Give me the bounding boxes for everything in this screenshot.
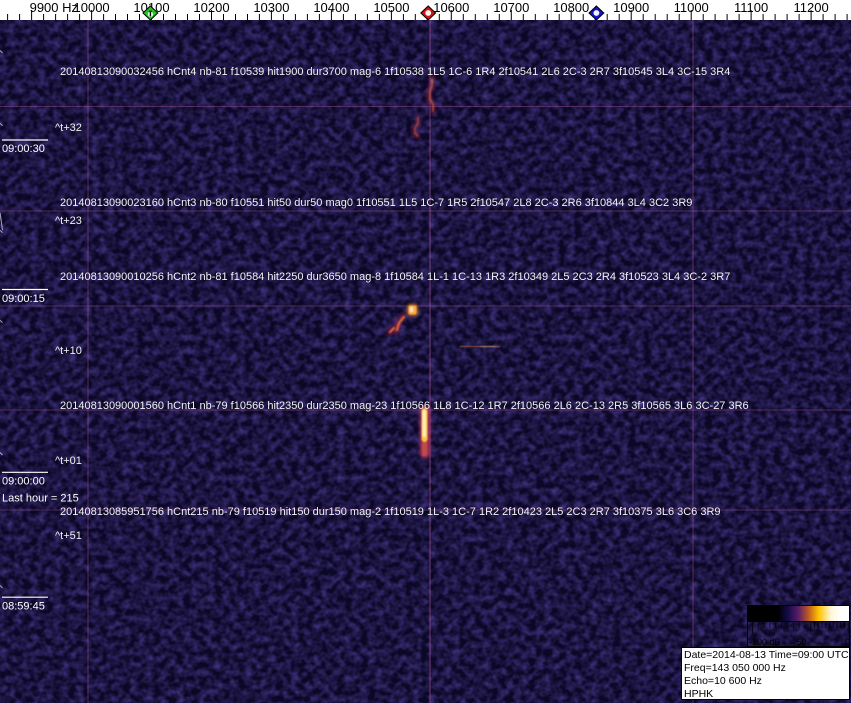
svg-text:Last hour = 215: Last hour = 215	[2, 493, 79, 505]
svg-text:^t+51: ^t+51	[55, 530, 82, 542]
svg-text:10900: 10900	[613, 0, 649, 15]
svg-text:10300: 10300	[253, 0, 289, 15]
svg-text:10400: 10400	[313, 0, 349, 15]
svg-text:08:59:45: 08:59:45	[2, 601, 45, 613]
svg-text:20140813090001560 hCnt1 nb-79: 20140813090001560 hCnt1 nb-79 f10566 hit…	[60, 400, 749, 412]
svg-text:20140813090010256 hCnt2 nb-81: 20140813090010256 hCnt2 nb-81 f10584 hit…	[60, 271, 730, 283]
svg-text:10000: 10000	[74, 0, 110, 15]
svg-text:11200: 11200	[794, 0, 829, 15]
svg-text:-100 dB: -100 dB	[749, 637, 781, 647]
svg-text:20140813085951756 hCnt215 nb-7: 20140813085951756 hCnt215 nb-79 f10519 h…	[60, 506, 721, 518]
svg-text:0: 0	[844, 637, 848, 647]
svg-text:-50: -50	[793, 637, 806, 647]
svg-text:10800: 10800	[553, 0, 589, 15]
svg-text:^t+23: ^t+23	[55, 215, 82, 227]
svg-text:^t+01: ^t+01	[55, 455, 82, 467]
svg-text:^t+10: ^t+10	[55, 345, 82, 357]
svg-text:10500: 10500	[373, 0, 409, 15]
svg-text:10600: 10600	[433, 0, 469, 15]
svg-text:9900 Hz: 9900 Hz	[30, 0, 78, 15]
svg-text:^t+32: ^t+32	[55, 122, 82, 134]
svg-text:20140813090032456 hCnt4 nb-81: 20140813090032456 hCnt4 nb-81 f10539 hit…	[60, 66, 730, 78]
svg-text:09:00:00: 09:00:00	[2, 476, 45, 488]
svg-text:10700: 10700	[493, 0, 529, 15]
svg-text:20140813090023160 hCnt3 nb-80: 20140813090023160 hCnt3 nb-80 f10551 hit…	[60, 197, 692, 209]
svg-text:11000: 11000	[674, 0, 709, 15]
svg-text:11100: 11100	[734, 0, 768, 15]
svg-text:09:00:15: 09:00:15	[2, 293, 45, 305]
svg-text:09:00:30: 09:00:30	[2, 143, 45, 155]
svg-text:10200: 10200	[193, 0, 229, 15]
